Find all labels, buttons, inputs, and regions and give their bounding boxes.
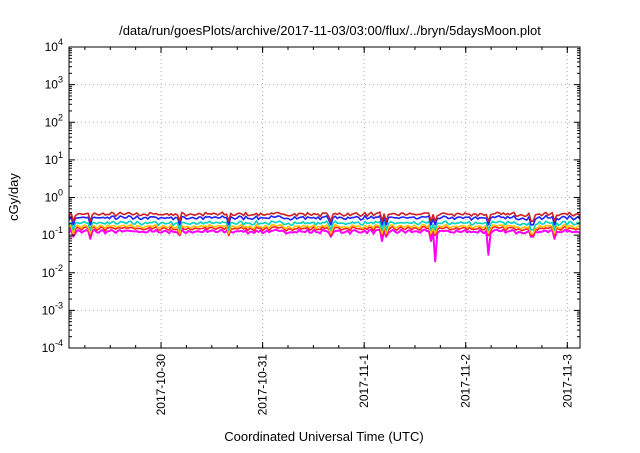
y-ticks: 10-4 10-3 10-2 10-1 100 101 102 103 104 <box>42 37 580 355</box>
y-tick-label: 10-1 <box>42 225 63 242</box>
series-line <box>68 214 581 226</box>
x-ticks: 2017-10-30 2017-10-31 2017-11-1 2017-11-2 20… <box>84 47 574 416</box>
grid <box>69 47 580 348</box>
series-line <box>68 225 581 237</box>
y-tick-label: 104 <box>45 37 63 54</box>
x-axis-label: Coordinated Universal Time (UTC) <box>224 429 423 444</box>
series-line <box>68 228 581 263</box>
y-tick-label: 10-3 <box>42 300 63 317</box>
y-tick-label: 10-2 <box>42 263 63 280</box>
y-tick-label: 100 <box>45 188 63 205</box>
series-group <box>68 211 581 263</box>
series-line <box>68 220 581 231</box>
y-tick-label: 103 <box>45 75 63 92</box>
y-tick-label: 102 <box>45 112 63 129</box>
y-tick-label: 10-4 <box>42 338 63 355</box>
x-tick-label: 2017-11-3 <box>560 354 574 408</box>
chart-title: /data/run/goesPlots/archive/2017-11-03/0… <box>119 23 541 38</box>
y-axis-label: cGy/day <box>6 173 21 221</box>
x-tick-label: 2017-10-31 <box>256 354 270 416</box>
plot-frame <box>68 46 581 349</box>
y-tick-label: 101 <box>45 150 63 167</box>
x-tick-label: 2017-11-1 <box>357 354 371 408</box>
series-line <box>68 211 581 222</box>
x-tick-label: 2017-10-30 <box>154 354 168 416</box>
series-line <box>68 223 581 235</box>
x-tick-label: 2017-11-2 <box>459 354 473 408</box>
